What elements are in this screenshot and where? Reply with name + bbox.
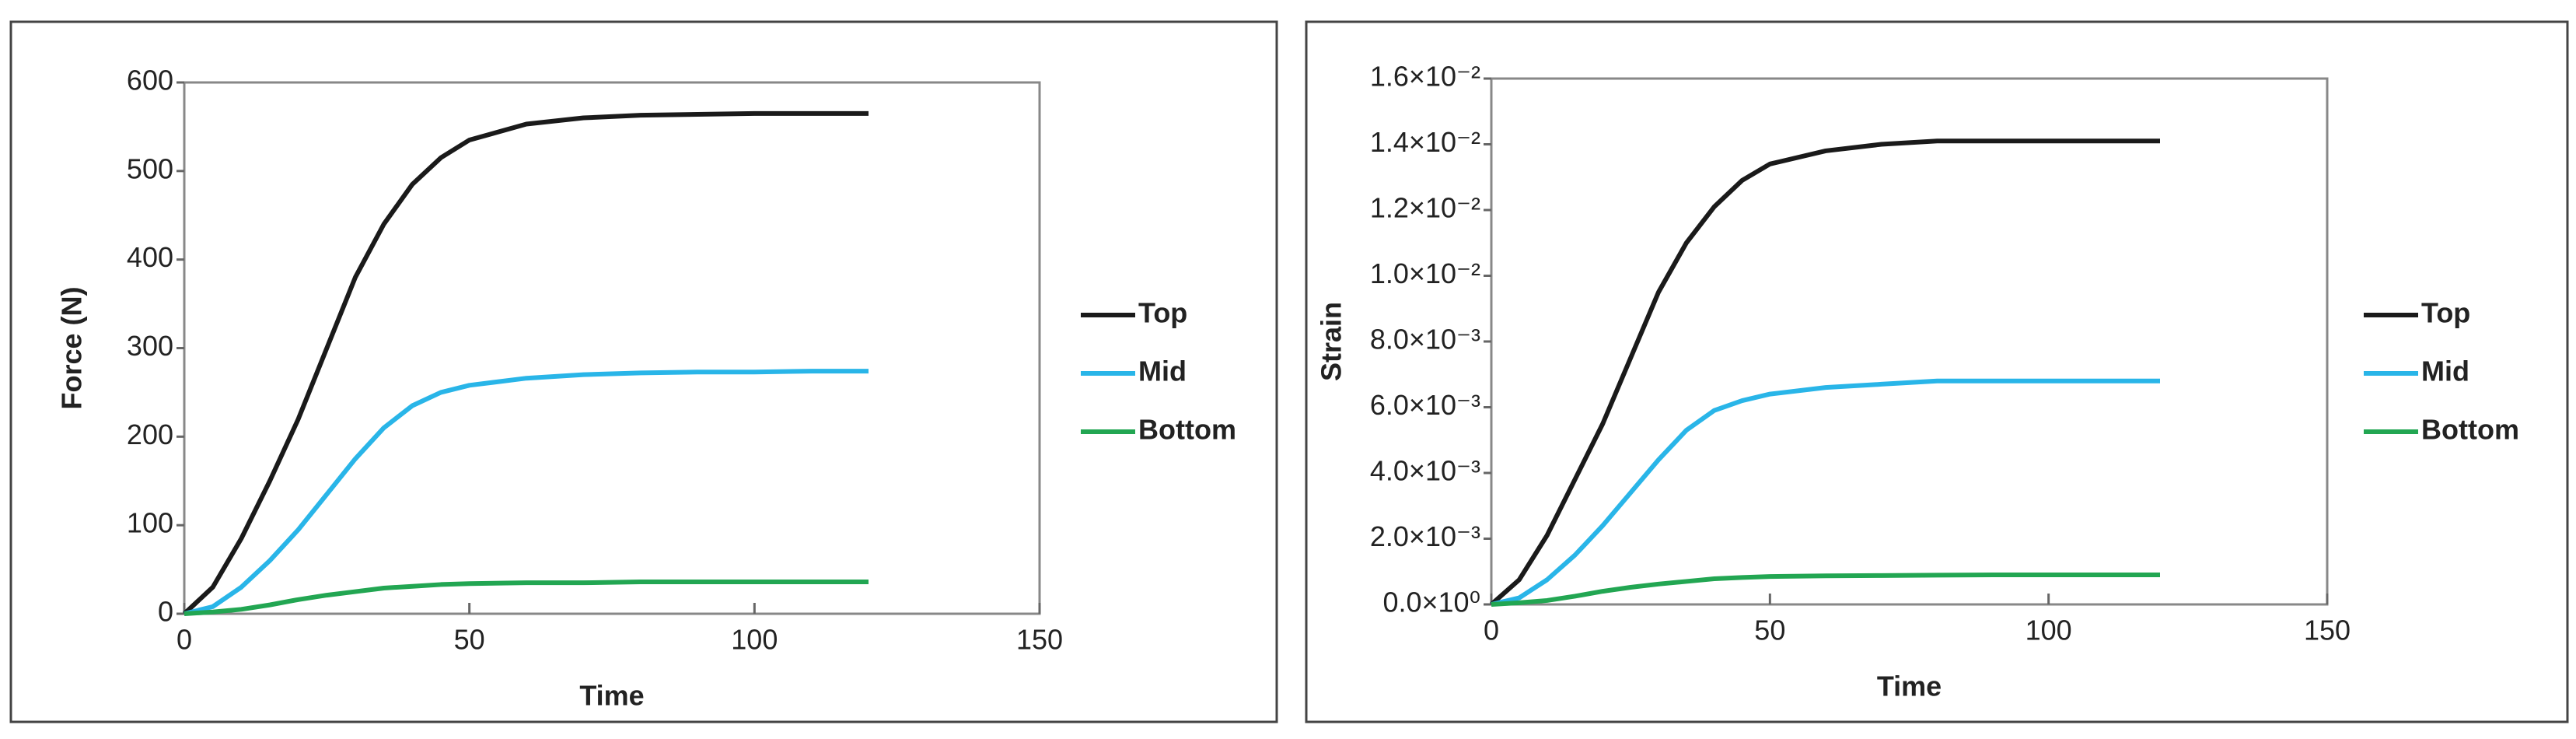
- y-tick-label: 200: [127, 419, 173, 450]
- x-tick-label: 0: [177, 624, 192, 656]
- x-tick-label: 50: [1754, 615, 1785, 646]
- legend-label: Top: [2421, 297, 2470, 329]
- y-axis-title: Strain: [1316, 302, 1347, 381]
- line-series: [182, 110, 869, 616]
- y-tick-label: 500: [127, 152, 173, 184]
- y-tick-label: 0: [158, 596, 173, 628]
- x-tick-label: 150: [2304, 615, 2351, 646]
- y-tick-label: 1.0×10⁻²: [1370, 257, 1480, 289]
- y-tick-label: 0.0×10⁰: [1382, 587, 1480, 618]
- y-tick-label: 2.0×10⁻³: [1370, 520, 1480, 552]
- x-tick-label: 50: [454, 624, 485, 656]
- y-tick-label: 300: [127, 330, 173, 362]
- line-series: [184, 580, 869, 616]
- x-tick-label: 100: [2025, 615, 2072, 646]
- y-tick-label: 6.0×10⁻³: [1370, 389, 1480, 421]
- legend-label: Bottom: [1138, 414, 1236, 446]
- legend-label: Bottom: [2421, 414, 2519, 446]
- y-tick-label: 600: [127, 65, 173, 96]
- line-series: [184, 369, 869, 616]
- legend-label: Mid: [1138, 355, 1187, 387]
- x-axis-title: Time: [1877, 671, 1942, 702]
- x-tick-label: 100: [731, 624, 778, 656]
- x-tick-label: 0: [1484, 615, 1499, 646]
- line-series: [1491, 572, 2160, 607]
- line-series: [1490, 138, 2160, 607]
- x-axis-title: Time: [579, 680, 644, 712]
- y-axis-title: Force (N): [56, 286, 88, 409]
- legend-label: Mid: [2421, 355, 2469, 387]
- legend-label: Top: [1138, 297, 1187, 329]
- x-tick-label: 150: [1016, 624, 1063, 656]
- y-tick-label: 400: [127, 241, 173, 273]
- line-series: [1491, 378, 2160, 607]
- y-tick-label: 8.0×10⁻³: [1370, 324, 1480, 355]
- y-tick-label: 1.4×10⁻²: [1370, 126, 1480, 158]
- y-tick-label: 1.6×10⁻²: [1370, 61, 1480, 93]
- y-tick-label: 1.2×10⁻²: [1370, 192, 1480, 224]
- y-tick-label: 100: [127, 507, 173, 539]
- y-tick-label: 4.0×10⁻³: [1370, 455, 1480, 487]
